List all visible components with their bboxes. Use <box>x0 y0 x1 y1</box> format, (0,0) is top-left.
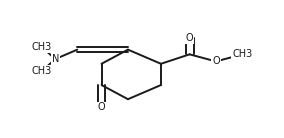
Text: CH3: CH3 <box>32 42 52 52</box>
Text: O: O <box>98 103 105 112</box>
Text: O: O <box>212 56 220 66</box>
Text: CH3: CH3 <box>32 66 52 76</box>
Text: CH3: CH3 <box>232 49 252 59</box>
Text: N: N <box>52 54 59 64</box>
Text: O: O <box>186 33 193 43</box>
